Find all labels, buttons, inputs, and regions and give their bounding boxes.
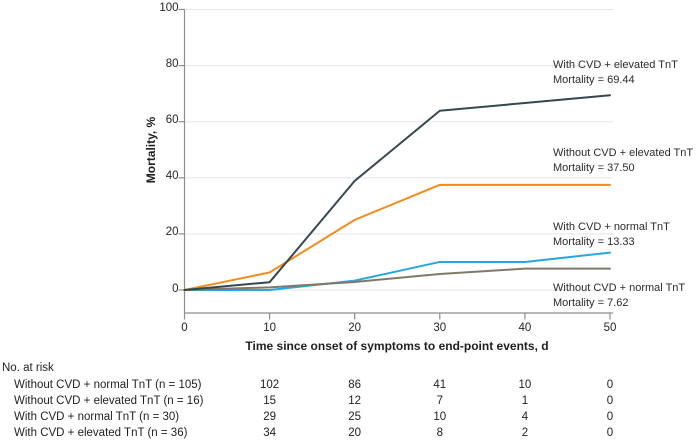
risk-count-day-50: 0 [606, 411, 614, 423]
annotation-series-name: Without CVD + normal TnT [553, 282, 686, 294]
annotation-series-name: With CVD + elevated TnT [553, 59, 678, 71]
x-tick-label-10: 10 [263, 322, 276, 334]
x-tick-label-0: 0 [181, 322, 188, 334]
risk-count-day-20: 86 [348, 379, 362, 391]
series-line-with-cvd-elevated-tnt [183, 94, 611, 291]
x-tick-label-30: 30 [433, 322, 447, 334]
annotation-series-name: With CVD + normal TnT [553, 221, 670, 233]
risk-count-day-20: 20 [348, 427, 362, 439]
risk-table-title: No. at risk [2, 362, 54, 374]
risk-count-day-40: 4 [521, 411, 529, 423]
risk-count-day-10: 15 [263, 395, 276, 407]
risk-count-day-10: 102 [260, 379, 280, 391]
risk-count-day-10: 34 [263, 427, 276, 439]
x-tick-label-40: 40 [518, 322, 532, 334]
risk-count-day-30: 10 [433, 411, 447, 423]
risk-row-label: With CVD + elevated TnT (n = 36) [14, 427, 188, 439]
risk-row-label: Without CVD + normal TnT (n = 105) [14, 379, 202, 391]
y-tick-label-20: 20 [165, 226, 179, 239]
risk-count-day-30: 8 [436, 427, 443, 439]
risk-count-day-20: 25 [348, 411, 362, 423]
risk-row-label: With CVD + normal TnT (n = 30) [14, 411, 180, 423]
y-tick-label-0: 0 [172, 282, 179, 295]
series-line-with-cvd-normal-tnt [183, 251, 611, 291]
annotation-without-cvd-elevated-tnt: Without CVD + elevated TnT Mortality = 37… [553, 146, 693, 176]
annotation-series-name: Without CVD + elevated TnT [553, 147, 694, 159]
annotation-mortality-value: Mortality = 13.33 [553, 236, 635, 248]
y-tick-label-80: 80 [165, 58, 179, 71]
risk-row-label: Without CVD + elevated TnT (n = 16) [14, 395, 204, 407]
risk-count-day-20: 12 [348, 395, 362, 407]
risk-count-day-40: 2 [521, 427, 529, 439]
risk-count-day-50: 0 [606, 427, 614, 439]
x-axis-title: Time since onset of symptoms to end-poin… [245, 339, 549, 353]
risk-count-day-50: 0 [606, 379, 614, 391]
series-line-without-cvd-normal-tnt [183, 267, 611, 291]
risk-count-day-40: 10 [518, 379, 532, 391]
annotation-mortality-value: Mortality = 69.44 [553, 74, 635, 86]
y-tick-label-40: 40 [165, 170, 179, 183]
risk-count-day-30: 7 [436, 395, 443, 407]
annotation-with-cvd-normal-tnt: With CVD + normal TnT Mortality = 13.33 [553, 220, 670, 250]
annotation-with-cvd-elevated-tnt: With CVD + elevated TnT Mortality = 69.44 [553, 58, 678, 88]
x-tick-label-20: 20 [348, 322, 362, 334]
annotation-without-cvd-normal-tnt: Without CVD + normal TnT Mortality = 7.62 [553, 281, 685, 311]
series-line-without-cvd-elevated-tnt [183, 183, 611, 291]
risk-count-day-50: 0 [606, 395, 614, 407]
y-tick-label-60: 60 [165, 114, 179, 127]
x-tick-label-50: 50 [603, 322, 617, 334]
risk-count-day-10: 29 [263, 411, 276, 423]
risk-count-day-40: 1 [521, 395, 529, 407]
annotation-mortality-value: Mortality = 7.62 [553, 297, 629, 309]
risk-count-day-30: 41 [433, 379, 447, 391]
annotation-mortality-value: Mortality = 37.50 [553, 162, 635, 174]
y-tick-label-100: 100 [159, 2, 179, 14]
